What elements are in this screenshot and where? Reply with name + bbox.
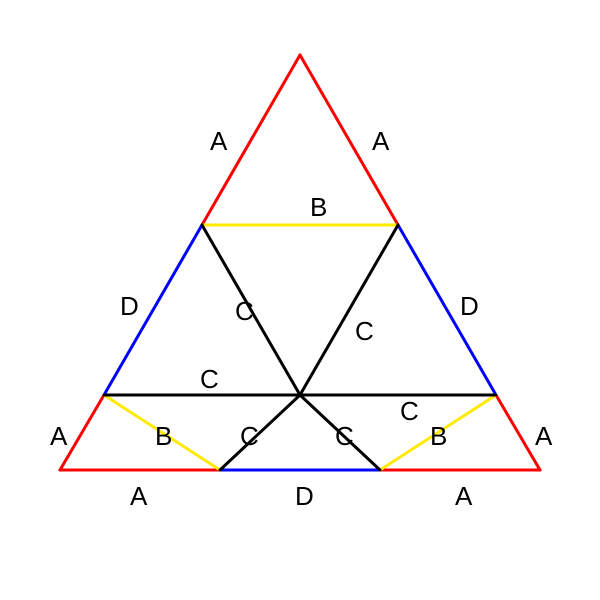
edge-C — [220, 395, 300, 470]
edge-D — [104, 225, 202, 395]
edge-label-A: A — [372, 126, 390, 156]
edge-label-A: A — [455, 481, 473, 511]
edge-label-D: D — [295, 481, 314, 511]
edge-D — [398, 225, 496, 395]
edge-label-A: A — [130, 481, 148, 511]
edge-label-D: D — [120, 291, 139, 321]
edge-label-B: B — [430, 421, 447, 451]
edge-label-C: C — [240, 421, 259, 451]
edge-A — [496, 395, 540, 470]
edge-label-C: C — [400, 396, 419, 426]
edge-label-A: A — [535, 421, 553, 451]
edge-label-C: C — [335, 421, 354, 451]
edge-C — [300, 225, 398, 395]
triangle-diagram: AABDDAAAADBBCCCCCC — [0, 0, 600, 600]
edge-label-C: C — [235, 296, 254, 326]
edge-label-A: A — [50, 421, 68, 451]
edge-label-B: B — [155, 421, 172, 451]
edge-label-C: C — [200, 364, 219, 394]
edge-label-D: D — [460, 291, 479, 321]
edge-label-A: A — [210, 126, 228, 156]
edge-label-C: C — [355, 316, 374, 346]
edge-label-B: B — [310, 192, 327, 222]
